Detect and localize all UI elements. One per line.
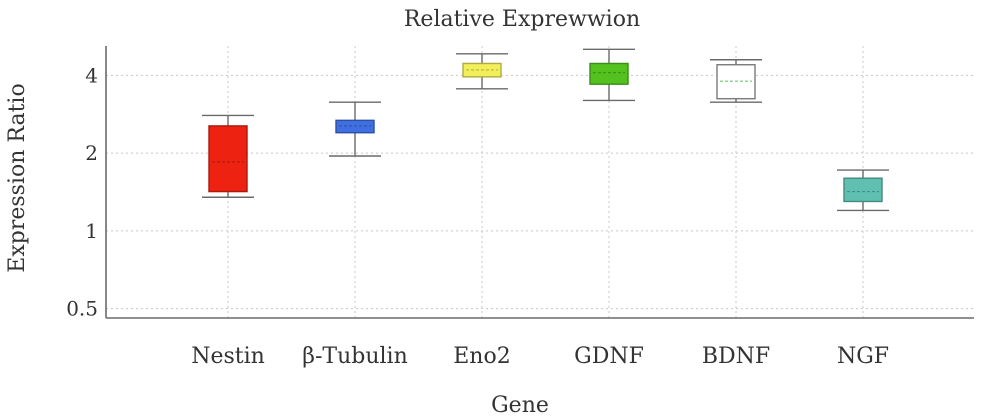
x-tick-label: NGF (837, 344, 889, 369)
y-tick-label: 1 (85, 219, 98, 243)
box-bdnf (710, 59, 762, 103)
y-tick-labels: 0.5 1 2 4 (66, 63, 98, 320)
x-tick-label: Eno2 (453, 344, 510, 369)
box-body (208, 125, 248, 193)
x-tick-label: GDNF (574, 344, 644, 369)
box-body (589, 62, 629, 85)
box--tubulin (329, 101, 381, 157)
axes (105, 46, 974, 319)
x-tick-label: Nestin (191, 344, 265, 369)
box-eno2 (456, 53, 508, 90)
box-ngf (837, 169, 889, 212)
box-body (843, 177, 883, 203)
box-nestin (202, 114, 254, 198)
x-tick-label: β-Tubulin (302, 344, 408, 369)
y-tick-label: 2 (85, 141, 98, 165)
x-tick-labels: Nestin β-Tubulin Eno2 GDNF BDNF NGF (191, 344, 889, 369)
x-axis-label: Gene (491, 393, 549, 418)
y-tick-label: 0.5 (66, 297, 98, 321)
box-gdnf (583, 48, 635, 102)
chart-title: Relative Exprewwion (404, 7, 640, 32)
y-tick-label: 4 (85, 63, 98, 87)
x-tick-label: BDNF (702, 344, 770, 369)
y-axis-label: Expression Ratio (5, 83, 30, 272)
box-series (202, 48, 889, 212)
box-body (335, 119, 375, 134)
